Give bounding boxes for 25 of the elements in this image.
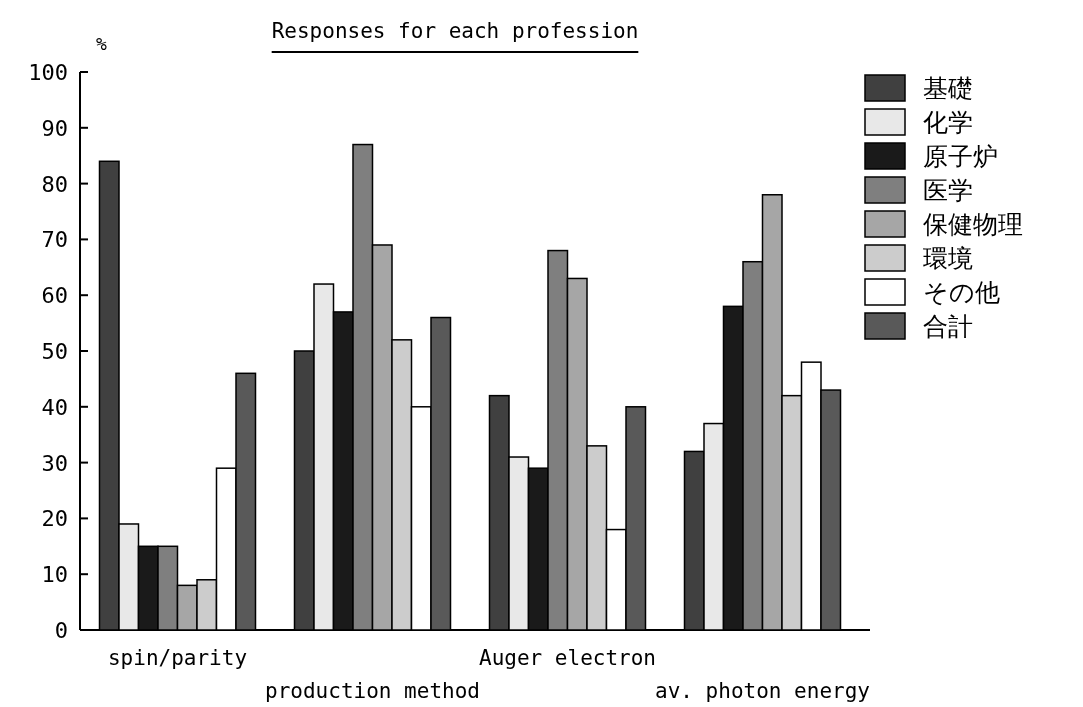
y-tick-label: 60: [41, 283, 68, 309]
legend-label: 基礎: [923, 74, 973, 103]
y-tick-label: 20: [41, 506, 68, 532]
y-axis-title: %: [96, 33, 107, 54]
legend-label: 医学: [923, 176, 973, 205]
y-tick-label: 80: [41, 171, 68, 197]
y-tick-label: 70: [41, 227, 68, 253]
x-tick-label: production method: [265, 679, 480, 703]
y-tick-label: 0: [54, 618, 68, 643]
y-tick-label: 90: [41, 115, 68, 141]
legend-label: 合計: [923, 312, 973, 341]
y-tick-label: 50: [41, 339, 68, 364]
y-tick-label: 10: [41, 562, 68, 588]
x-tick-label: Auger electron: [478, 646, 657, 670]
legend-label: 環境: [923, 244, 973, 273]
y-tick-label: 40: [41, 394, 68, 420]
x-tick-label: spin/parity: [107, 646, 248, 670]
y-tick-label: 100: [28, 60, 68, 85]
legend-label: 保健物理: [923, 210, 1023, 239]
legend-label: 化学: [923, 108, 973, 137]
legend-label: その他: [923, 278, 1000, 307]
chart-title: Responses for each profession: [271, 19, 639, 43]
y-tick-label: 30: [41, 450, 68, 476]
legend-label: 原子炉: [923, 142, 998, 171]
x-tick-label: av. photon energy: [655, 679, 870, 703]
